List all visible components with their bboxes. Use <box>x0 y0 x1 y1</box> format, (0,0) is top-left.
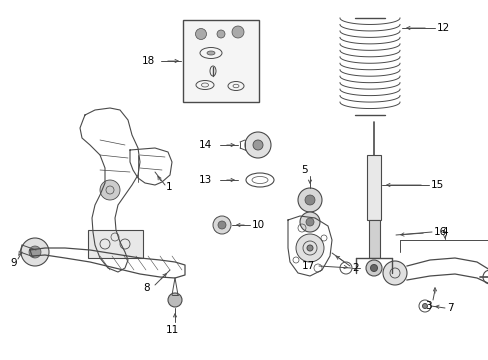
Text: 1: 1 <box>165 182 172 192</box>
Text: 16: 16 <box>433 227 447 237</box>
Bar <box>366 155 380 220</box>
Circle shape <box>422 303 427 309</box>
Text: 4: 4 <box>441 227 447 237</box>
Bar <box>88 230 142 258</box>
Circle shape <box>370 265 377 271</box>
Circle shape <box>168 293 182 307</box>
Circle shape <box>244 132 270 158</box>
Text: 9: 9 <box>10 258 17 268</box>
Text: 10: 10 <box>251 220 264 230</box>
Circle shape <box>299 212 319 232</box>
Text: 14: 14 <box>198 140 212 150</box>
Circle shape <box>100 180 120 200</box>
Circle shape <box>365 260 381 276</box>
Text: 3: 3 <box>424 301 430 311</box>
Text: 7: 7 <box>446 303 453 313</box>
Bar <box>368 220 379 258</box>
Text: 8: 8 <box>143 283 150 293</box>
Text: 12: 12 <box>436 23 449 33</box>
Circle shape <box>297 188 321 212</box>
Circle shape <box>29 246 41 258</box>
Circle shape <box>382 261 406 285</box>
Circle shape <box>195 28 206 40</box>
Circle shape <box>295 234 324 262</box>
Text: 17: 17 <box>302 261 315 271</box>
Text: 18: 18 <box>142 56 155 66</box>
Text: 2: 2 <box>351 263 358 273</box>
Circle shape <box>217 30 224 38</box>
Circle shape <box>306 245 312 251</box>
Ellipse shape <box>206 51 215 55</box>
Text: 5: 5 <box>301 165 307 175</box>
Circle shape <box>305 195 314 205</box>
Text: 15: 15 <box>430 180 443 190</box>
Circle shape <box>305 218 313 226</box>
Text: 11: 11 <box>165 325 178 335</box>
Text: 13: 13 <box>198 175 212 185</box>
Circle shape <box>231 26 244 38</box>
Bar <box>183 20 259 102</box>
Circle shape <box>218 221 225 229</box>
Circle shape <box>252 140 263 150</box>
Circle shape <box>213 216 230 234</box>
Circle shape <box>21 238 49 266</box>
